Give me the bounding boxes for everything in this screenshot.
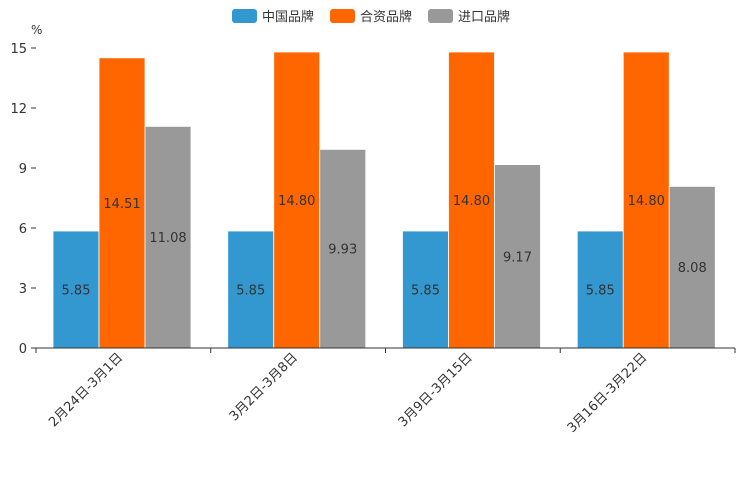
- bar[interactable]: [576, 230, 624, 349]
- x-tick-label: 3月9日-3月15日: [396, 350, 476, 430]
- data-label: 9.93: [328, 243, 357, 258]
- data-label: 14.80: [628, 194, 665, 209]
- data-label: 14.80: [453, 194, 490, 209]
- legend: 中国品牌 合资品牌 进口品牌: [232, 6, 510, 25]
- data-label: 5.85: [411, 284, 440, 299]
- data-label: 14.80: [278, 194, 315, 209]
- legend-swatch-import-brand: [428, 8, 454, 23]
- bars: [52, 51, 716, 349]
- bar[interactable]: [319, 148, 367, 349]
- legend-swatch-china-brand: [232, 8, 257, 23]
- y-tick-label: 15: [10, 42, 27, 57]
- x-tick-label: 3月16日-3月22日: [565, 350, 651, 436]
- legend-item-china-brand[interactable]: 中国品牌: [232, 6, 314, 25]
- y-tick-label: 3: [19, 282, 27, 297]
- data-label: 5.85: [236, 284, 265, 299]
- data-label: 11.08: [149, 231, 186, 246]
- legend-label-china-brand: 中国品牌: [262, 10, 315, 25]
- legend-item-import-brand[interactable]: 进口品牌: [428, 6, 510, 25]
- bar[interactable]: [402, 230, 449, 349]
- bar[interactable]: [227, 230, 275, 349]
- x-tick-label: 3月2日-3月8日: [227, 350, 301, 424]
- bar[interactable]: [622, 51, 670, 349]
- data-label: 14.51: [103, 197, 140, 212]
- data-label: 5.85: [586, 284, 615, 299]
- bar[interactable]: [668, 185, 716, 349]
- y-tick-label: 6: [19, 222, 27, 237]
- y-tick-label: 0: [19, 342, 27, 357]
- y-tick-label: 12: [10, 102, 27, 117]
- data-label: 9.17: [503, 250, 532, 265]
- data-label: 8.08: [678, 261, 707, 276]
- x-tick-label: 2月24日-3月1日: [46, 350, 126, 430]
- y-axis-unit: %: [31, 23, 42, 37]
- y-axis: 0 3 6 9 12 15: [10, 42, 36, 357]
- legend-label-jv-brand: 合资品牌: [360, 10, 413, 25]
- bar[interactable]: [273, 51, 321, 349]
- x-axis: 2月24日-3月1日 3月2日-3月8日 3月9日-3月15日 3月16日-3月22日: [35, 347, 736, 436]
- y-tick-label: 9: [19, 162, 27, 177]
- bar[interactable]: [494, 164, 541, 349]
- data-label: 5.85: [62, 284, 91, 299]
- value-labels: 5.85 14.51 11.08 5.85 14.80 9.93 5.85 14.80 9.17…: [62, 194, 707, 299]
- legend-label-import-brand: 进口品牌: [458, 10, 511, 25]
- legend-item-jv-brand[interactable]: 合资品牌: [330, 6, 412, 25]
- legend-swatch-jv-brand: [330, 8, 356, 23]
